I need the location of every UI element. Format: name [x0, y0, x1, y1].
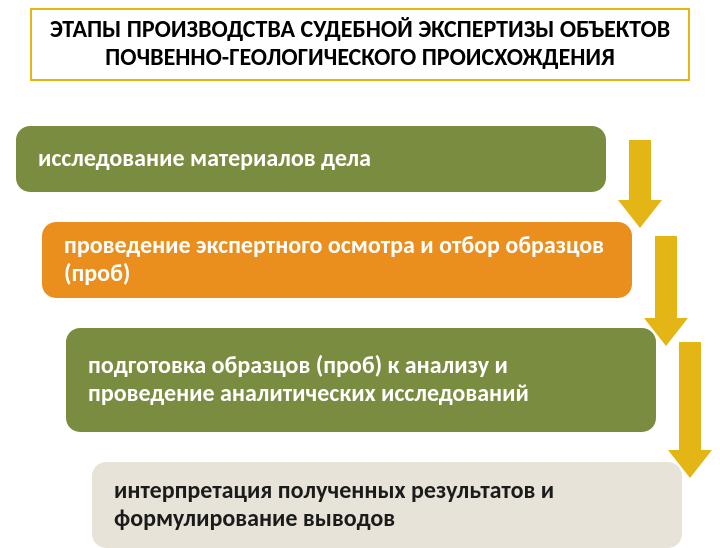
arrow-shaft: [629, 140, 651, 200]
flow-arrow-1: [618, 140, 662, 228]
arrow-head: [668, 450, 712, 478]
stage-1: исследование материалов дела: [16, 126, 606, 192]
stage-2: проведение экспертного осмотра и отбор о…: [42, 222, 632, 298]
arrow-shaft: [655, 236, 677, 318]
diagram-title: ЭТАПЫ ПРОИЗВОДСТВА СУДЕБНОЙ ЭКСПЕРТИЗЫ О…: [30, 8, 690, 81]
stage-4: интерпретация полученных результатов и ф…: [92, 462, 682, 548]
arrow-head: [618, 200, 662, 228]
arrow-shaft: [679, 342, 701, 450]
flow-arrow-2: [644, 236, 688, 346]
stage-3: подготовка образцов (проб) к анализу и п…: [66, 328, 656, 432]
flow-arrow-3: [668, 342, 712, 478]
